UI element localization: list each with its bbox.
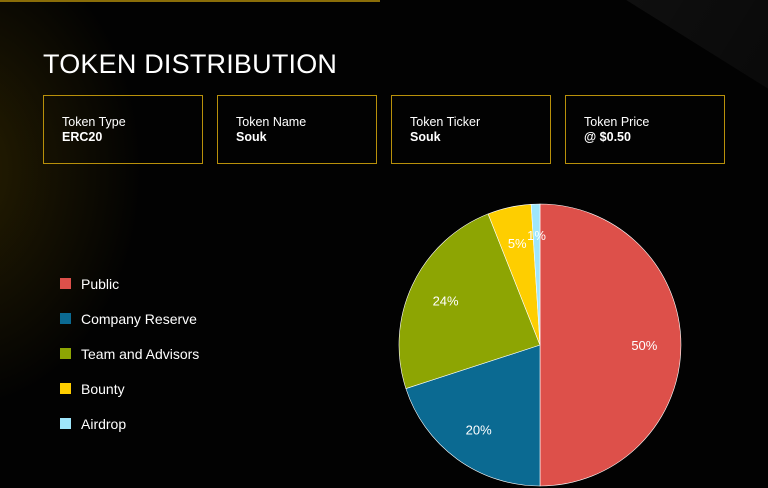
legend-swatch — [60, 313, 71, 324]
pie-slice-team-and-advisors[interactable] — [398, 213, 541, 389]
page-title: TOKEN DISTRIBUTION — [43, 49, 338, 79]
pie-data-label-team-and-advisors: 24% — [433, 294, 459, 309]
legend-label: Company Reserve — [81, 310, 197, 327]
token-type-card: Token Type ERC20 — [43, 95, 203, 164]
legend-label: Team and Advisors — [81, 345, 200, 362]
pie-slice-airdrop[interactable] — [530, 203, 541, 346]
card-value: Souk — [410, 130, 441, 144]
pie-data-label-bounty: 5% — [508, 236, 527, 251]
card-label: Token Price — [584, 115, 650, 129]
legend-item-bounty[interactable]: Bounty — [60, 371, 199, 406]
token-price-card: Token Price @ $0.50 — [565, 95, 725, 164]
legend-swatch — [60, 348, 71, 359]
legend-label: Public — [81, 275, 120, 292]
legend-swatch — [60, 418, 71, 429]
legend-label: Bounty — [81, 380, 125, 397]
legend-swatch — [60, 278, 71, 289]
legend-item-public[interactable]: Public — [60, 266, 199, 301]
legend-swatch — [60, 383, 71, 394]
pie-data-label-public: 50% — [631, 338, 657, 353]
card-label: Token Type — [62, 115, 126, 129]
card-value: Souk — [236, 130, 267, 144]
pie-slice-public[interactable] — [539, 203, 682, 487]
pie-slice-company-reserve[interactable] — [405, 344, 541, 487]
legend-label: Airdrop — [81, 415, 127, 432]
legend-item-team-and-advisors[interactable]: Team and Advisors — [60, 336, 199, 371]
chart-legend: Public Company Reserve Team and Advisors… — [60, 266, 199, 441]
legend-item-company-reserve[interactable]: Company Reserve — [60, 301, 199, 336]
pie-data-label-company-reserve: 20% — [466, 422, 492, 437]
legend-item-airdrop[interactable]: Airdrop — [60, 406, 199, 441]
card-value: @ $0.50 — [584, 130, 631, 144]
card-value: ERC20 — [62, 130, 103, 144]
pie-data-label-airdrop: 1% — [527, 228, 546, 243]
top-accent-line — [0, 0, 380, 2]
card-label: Token Ticker — [410, 115, 481, 129]
token-ticker-card: Token Ticker Souk — [391, 95, 551, 164]
token-name-card: Token Name Souk — [217, 95, 377, 164]
card-label: Token Name — [236, 115, 307, 129]
